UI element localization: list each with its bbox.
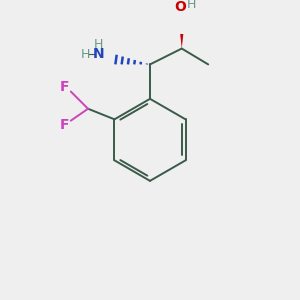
Text: N: N xyxy=(93,47,104,61)
Text: H: H xyxy=(94,38,103,51)
Text: F: F xyxy=(60,80,70,94)
Text: O: O xyxy=(175,0,186,14)
Text: H: H xyxy=(80,48,90,61)
Text: H: H xyxy=(187,0,196,11)
Polygon shape xyxy=(178,14,185,49)
Text: F: F xyxy=(60,118,70,132)
